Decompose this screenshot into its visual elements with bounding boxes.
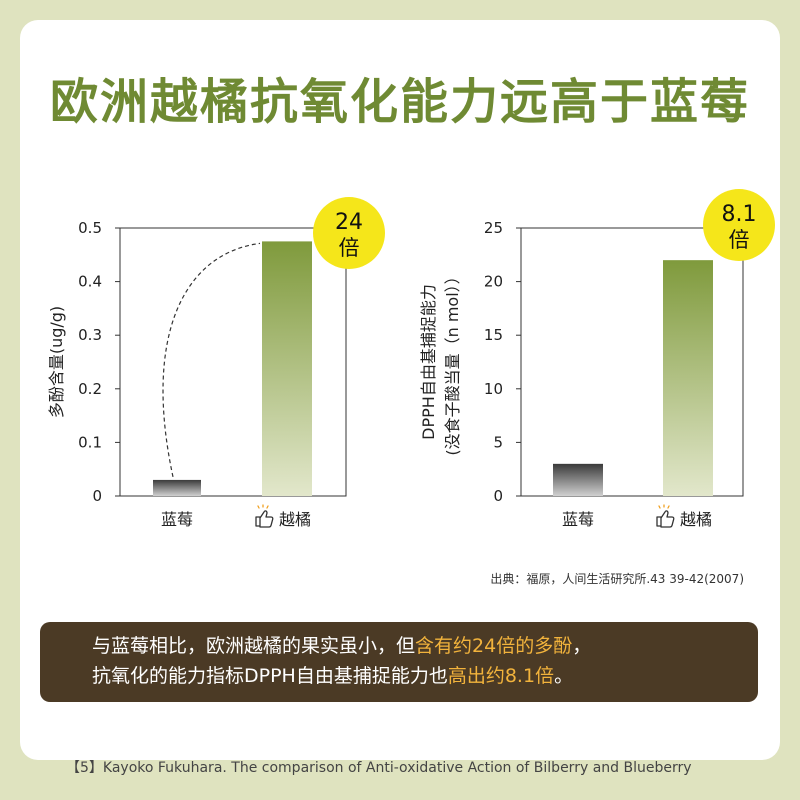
multiplier-badge — [703, 189, 775, 261]
dpph-chart: 0 5 10 15 20 25 DPPH自由基捕捉能力 (没食子酸当量（n mol）） 蓝莓 越橘… — [419, 189, 775, 529]
sparkle-lines — [257, 504, 269, 509]
bar-bilberry — [262, 241, 312, 496]
thumbs-up-shape — [255, 510, 274, 528]
summary-text: ， — [572, 635, 592, 657]
y-axis-label: 多酚含量(ug/g) — [47, 306, 66, 418]
source-citation: 出典：福原，人间生活研究所.43 39-42(2007) — [490, 572, 744, 586]
summary-text: 与蓝莓相比，欧洲越橘的果实虽小，但 — [92, 635, 416, 657]
sparkle-lines — [658, 504, 670, 509]
page-title: 欧洲越橘抗氧化能力远高于蓝莓 — [49, 74, 750, 130]
badge-unit: 倍 — [339, 236, 360, 260]
summary-line-2: 抗氧化的能力指标DPPH自由基捕捉能力也高出约8.1倍。 — [92, 661, 758, 691]
badge-unit: 倍 — [729, 228, 750, 252]
polyphenol-chart: 0 0.1 0.2 0.3 0.4 0.5 多酚含量(ug/g) 蓝莓 越橘 24倍 — [47, 197, 385, 529]
x-category-label: 越橘 — [279, 510, 311, 529]
y-tick-label: 25 — [484, 219, 503, 237]
y-tick-label: 0.4 — [78, 273, 102, 291]
x-category-label: 越橘 — [680, 510, 712, 529]
x-category-label: 蓝莓 — [161, 510, 193, 529]
summary-highlight: 含有约24倍的多酚 — [415, 635, 573, 657]
y-tick-label: 0.1 — [78, 433, 102, 451]
summary-highlight: 高出约8.1倍 — [447, 665, 555, 687]
y-tick-label: 5 — [493, 433, 503, 451]
y-tick-label: 0 — [92, 487, 102, 505]
thumbs-up-icon — [656, 504, 675, 528]
reference-note: 【5】Kayoko Fukuhara. The comparison of An… — [66, 760, 692, 776]
y-tick-label: 0 — [493, 487, 503, 505]
dashed-connector — [162, 242, 261, 478]
x-category-label: 蓝莓 — [562, 510, 594, 529]
y-tick-label: 0.2 — [78, 380, 102, 398]
bar-blueberry — [153, 479, 201, 496]
y-tick-label: 10 — [484, 380, 503, 398]
summary-text: 抗氧化的能力指标DPPH自由基捕捉能力也 — [92, 665, 448, 687]
y-tick-label: 20 — [484, 273, 503, 291]
plot-frame — [520, 227, 744, 497]
summary-line-1: 与蓝莓相比，欧洲越橘的果实虽小，但含有约24倍的多酚， — [92, 631, 758, 661]
y-axis-label: DPPH自由基捕捉能力 — [419, 284, 438, 440]
multiplier-badge — [313, 197, 385, 269]
bar-bilberry — [663, 260, 713, 496]
badge-value: 24 — [335, 210, 363, 235]
y-axis-label-2: (没食子酸当量（n mol）） — [443, 268, 462, 455]
y-tick-label: 15 — [484, 326, 503, 344]
badge-value: 8.1 — [722, 202, 757, 227]
summary-text: 。 — [554, 665, 574, 687]
plot-frame — [119, 227, 347, 497]
summary-box: 与蓝莓相比，欧洲越橘的果实虽小，但含有约24倍的多酚， 抗氧化的能力指标DPPH… — [40, 622, 758, 702]
y-tick-label: 0.3 — [78, 326, 102, 344]
bar-blueberry — [553, 463, 603, 496]
y-tick-label: 0.5 — [78, 219, 102, 237]
thumbs-up-icon — [255, 504, 274, 528]
thumbs-up-shape — [656, 510, 675, 528]
